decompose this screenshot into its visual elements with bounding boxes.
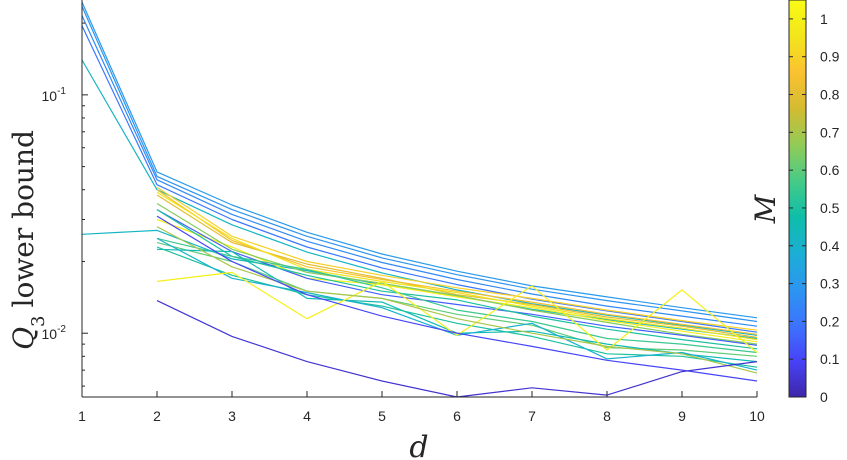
x-tick-label: 1 bbox=[78, 408, 86, 424]
series-line-23 bbox=[156, 300, 758, 398]
series-line-7 bbox=[156, 186, 758, 331]
x-tick-label: 7 bbox=[528, 408, 536, 424]
series-line-1 bbox=[81, 1, 758, 319]
x-tick-label: 5 bbox=[378, 408, 386, 424]
x-tick-label: 3 bbox=[228, 408, 236, 424]
series-line-3 bbox=[81, 15, 758, 327]
colorbar-tick-label: 0.8 bbox=[820, 87, 840, 103]
series-line-8 bbox=[156, 189, 758, 335]
series-line-9 bbox=[156, 194, 758, 338]
series-line-12 bbox=[156, 202, 758, 345]
series-line-16 bbox=[156, 242, 758, 357]
colorbar-tick-label: 0.3 bbox=[820, 276, 840, 292]
series-line-2 bbox=[81, 6, 758, 323]
x-tick-label: 9 bbox=[678, 408, 686, 424]
series-line-21 bbox=[156, 226, 758, 374]
y-tick-label: 10-2 bbox=[42, 324, 67, 342]
x-axis: 1 2 3 4 5 6 7 8 9 10 bbox=[78, 391, 765, 424]
colorbar-tick-label: 0.6 bbox=[820, 162, 840, 178]
x-tick-label: 4 bbox=[303, 408, 311, 424]
colorbar: 0 0.1 0.2 0.3 0.4 0.5 0.6 0.7 0.8 0.9 1 M bbox=[749, 0, 840, 405]
colorbar-tick-label: 0.2 bbox=[820, 313, 840, 329]
colorbar-tick-label: 0.5 bbox=[820, 200, 840, 216]
y-axis-label: Q3lower bound bbox=[7, 130, 49, 350]
x-tick-label: 2 bbox=[153, 408, 161, 424]
colorbar-gradient bbox=[788, 0, 807, 398]
colorbar-tick-label: 0.1 bbox=[820, 351, 840, 367]
series-line-22 bbox=[156, 215, 758, 382]
colorbar-label: M bbox=[749, 193, 782, 224]
x-tick-label: 6 bbox=[453, 408, 461, 424]
x-tick-label: 10 bbox=[749, 408, 765, 424]
colorbar-tick-label: 0.7 bbox=[820, 124, 840, 140]
y-axis: 10-1 10-2 bbox=[42, 0, 88, 397]
colorbar-tick-label: 0 bbox=[820, 389, 828, 405]
x-tick-label: 8 bbox=[603, 408, 611, 424]
colorbar-tick-label: 0.4 bbox=[820, 238, 840, 254]
series-lines bbox=[81, 1, 758, 398]
series-line-10 bbox=[156, 191, 758, 341]
series-line-18 bbox=[156, 246, 758, 368]
y-tick-label: 10-1 bbox=[42, 86, 67, 104]
colorbar-tick-label: 1 bbox=[820, 11, 828, 27]
series-line-20 bbox=[156, 271, 758, 353]
series-line-4 bbox=[81, 25, 758, 333]
series-line-15 bbox=[156, 237, 758, 354]
x-axis-label: d bbox=[409, 430, 428, 460]
series-line-14 bbox=[156, 209, 758, 350]
series-line-5 bbox=[81, 59, 758, 336]
colorbar-tick-label: 0.9 bbox=[820, 49, 840, 65]
